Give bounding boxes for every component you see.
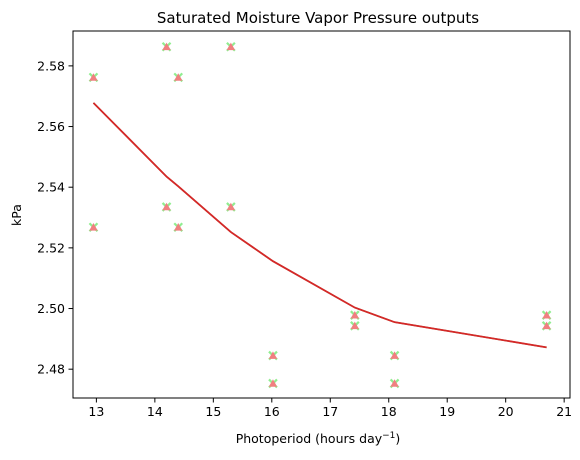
- data-point-triangle-14: [542, 310, 551, 319]
- x-axis-label-superscript: −1: [382, 431, 395, 441]
- x-tick-label-18: 18: [381, 404, 397, 419]
- data-point-triangle-4: [174, 73, 183, 81]
- data-point-triangle-5: [174, 223, 183, 231]
- trend-line: [92, 102, 547, 349]
- y-tick-label-2.52: 2.52: [37, 240, 65, 255]
- data-point-triangle-8: [268, 351, 278, 359]
- data-point-triangle-10: [350, 310, 360, 319]
- x-tick-label-13: 13: [88, 404, 104, 419]
- data-point-triangle-0: [89, 73, 98, 81]
- x-tick-label-19: 19: [439, 404, 455, 419]
- trend-line-underlay: [92, 102, 547, 349]
- x-axis-label-close: ): [395, 431, 400, 446]
- y-tick-label-2.5: 2.50: [37, 301, 65, 316]
- data-point-triangle-6: [226, 42, 236, 51]
- data-point-triangle-7: [226, 202, 236, 211]
- y-axis-label: kPa: [9, 204, 24, 226]
- data-point-triangle-2: [162, 42, 171, 51]
- x-tick-label-17: 17: [322, 404, 338, 419]
- x-tick-label-15: 15: [205, 404, 221, 419]
- x-tick-label-14: 14: [147, 404, 163, 419]
- y-tick-label-2.58: 2.58: [37, 58, 65, 73]
- data-point-triangle-3: [162, 202, 171, 211]
- data-point-triangle-1: [89, 223, 98, 231]
- data-point-triangle-13: [390, 379, 399, 387]
- y-tick-label-2.54: 2.54: [37, 180, 65, 195]
- x-tick-label-20: 20: [498, 404, 514, 419]
- x-axis-label: Photoperiod (hours day−1): [236, 431, 401, 446]
- y-tick-label-2.56: 2.56: [37, 119, 65, 134]
- plot-frame: [72, 30, 571, 399]
- data-point-triangle-12: [390, 351, 399, 359]
- x-axis-label-text: Photoperiod (hours day: [236, 431, 383, 446]
- x-tick-label-21: 21: [556, 404, 572, 419]
- axes: 13 14 15 16 17 18 19 20 21 2.48 2.50 2.52 2.54 2.56 2.…: [37, 30, 572, 419]
- y-tick-label-2.48: 2.48: [37, 362, 65, 377]
- x-tick-label-16: 16: [264, 404, 280, 419]
- plot-area: [88, 41, 552, 389]
- data-point-triangle-15: [542, 321, 551, 330]
- data-point-triangle-9: [268, 379, 278, 387]
- chart-title: Saturated Moisture Vapor Pressure output…: [157, 9, 479, 27]
- data-point-triangle-11: [350, 321, 360, 330]
